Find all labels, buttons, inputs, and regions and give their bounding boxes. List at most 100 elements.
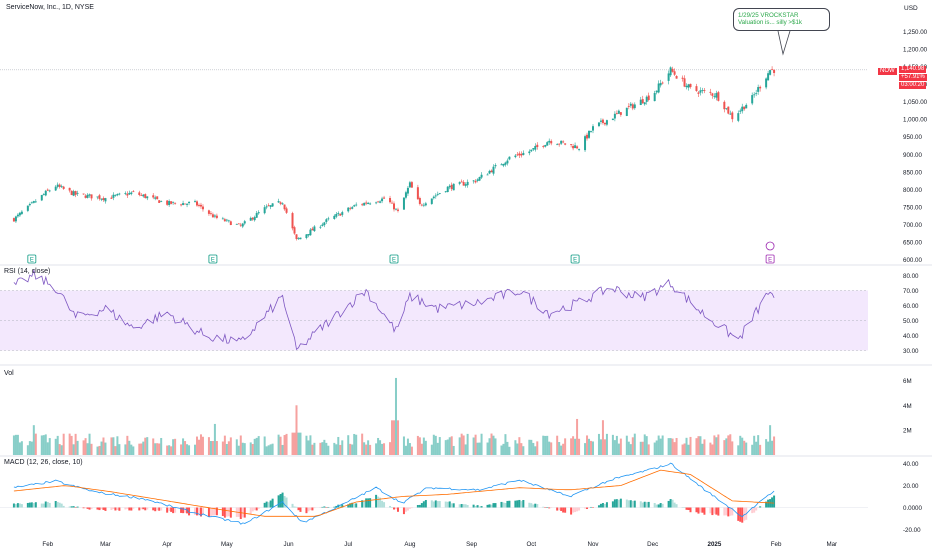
candle-body — [631, 104, 634, 109]
macd-histogram-bar — [319, 507, 322, 508]
volume-bar — [118, 444, 121, 455]
macd-histogram-bar — [201, 507, 204, 515]
volume-bar — [396, 420, 399, 455]
macd-histogram-bar — [603, 503, 606, 508]
macd-histogram-bar — [188, 507, 191, 516]
candle-body — [379, 201, 382, 203]
volume-bar — [283, 435, 286, 455]
volume-bar — [168, 445, 171, 455]
volume-bar — [156, 443, 159, 455]
candle-body — [227, 220, 230, 222]
candle-body — [504, 162, 507, 165]
volume-bar — [422, 437, 425, 455]
macd-histogram-bar — [98, 507, 101, 511]
candle-body — [572, 145, 575, 149]
macd-histogram-bar — [263, 502, 266, 508]
macd-histogram-bar — [502, 502, 505, 508]
volume-bar — [126, 435, 129, 455]
candle-body — [130, 192, 133, 194]
candle-body — [729, 113, 732, 115]
candle-body — [508, 156, 511, 160]
macd-histogram-bar — [32, 502, 35, 508]
candle-body — [285, 208, 288, 213]
volume-bar — [673, 442, 676, 455]
candle-body — [196, 201, 199, 206]
macd-histogram-bar — [586, 507, 589, 510]
candle-body — [34, 201, 37, 203]
candle-body — [253, 217, 256, 221]
volume-bar — [613, 440, 616, 455]
candle-body — [347, 207, 350, 212]
volume-bar — [430, 444, 433, 455]
candle-body — [528, 151, 531, 154]
price-axis-tick: 750.00 — [903, 204, 922, 211]
volume-bar — [391, 420, 394, 455]
candle-body — [548, 140, 551, 143]
macd-histogram-bar — [729, 507, 732, 516]
candle-body — [257, 212, 260, 214]
macd-histogram-bar — [703, 507, 706, 515]
candle-body — [673, 71, 676, 75]
volume-bar — [771, 440, 774, 455]
macd-histogram-bar — [389, 505, 392, 508]
macd-histogram-bar — [424, 500, 427, 508]
macd-histogram-bar — [112, 507, 115, 509]
candle-body — [255, 213, 258, 218]
macd-histogram-bar — [755, 507, 758, 511]
volume-bar — [723, 440, 726, 455]
candle-body — [560, 140, 563, 144]
candle-body — [18, 212, 21, 216]
volume-bar — [182, 438, 185, 455]
candle-body — [713, 96, 716, 97]
candle-body — [671, 68, 674, 72]
macd-histogram-bar — [546, 507, 549, 508]
volume-bar — [757, 435, 760, 455]
volume-bar — [265, 446, 268, 455]
volume-bar — [725, 438, 728, 455]
macd-histogram-bar — [72, 506, 75, 508]
candle-body — [466, 181, 469, 186]
macd-histogram-bar — [430, 500, 433, 508]
macd-histogram-bar — [197, 507, 200, 516]
macd-histogram-bar — [271, 498, 274, 508]
candle-body — [341, 212, 344, 215]
candle-body — [128, 192, 131, 195]
volume-bar — [727, 435, 730, 455]
candle-body — [420, 204, 423, 206]
volume-bar — [104, 442, 107, 455]
volume-bar — [32, 425, 35, 455]
candle-body — [591, 126, 594, 131]
volume-bar — [325, 442, 328, 455]
volume-bar — [114, 446, 117, 455]
volume-bar — [68, 433, 71, 455]
earnings-marker-letter: E — [573, 258, 577, 264]
volume-bar — [166, 445, 169, 455]
candle-body — [506, 160, 509, 164]
volume-bar — [669, 438, 672, 455]
macd-histogram-bar — [104, 507, 107, 511]
candle-body — [757, 87, 760, 92]
volume-bar — [741, 437, 744, 455]
volume-bar — [657, 435, 660, 455]
candle-body — [319, 226, 322, 228]
macd-histogram-bar — [88, 507, 91, 510]
candle-body — [416, 187, 419, 200]
idea-annotation[interactable]: 1/29/25 VROCKSTAR Valuation is... silly … — [733, 8, 830, 31]
candle-body — [500, 164, 503, 166]
candle-body — [727, 106, 730, 114]
macd-histogram-bar — [166, 507, 169, 513]
rsi-axis-tick: 70.00 — [903, 288, 919, 295]
volume-bar — [215, 441, 218, 455]
macd-histogram-bar — [494, 503, 497, 508]
volume-bar — [713, 435, 716, 455]
macd-histogram-bar — [701, 507, 704, 513]
volume-bar — [424, 440, 427, 455]
candle-body — [723, 101, 726, 110]
candle-body — [305, 234, 308, 239]
volume-bar — [546, 435, 549, 455]
candle-body — [381, 198, 384, 202]
macd-histogram-bar — [725, 507, 728, 516]
macd-histogram-bar — [241, 507, 244, 518]
macd-histogram-bar — [124, 507, 127, 510]
